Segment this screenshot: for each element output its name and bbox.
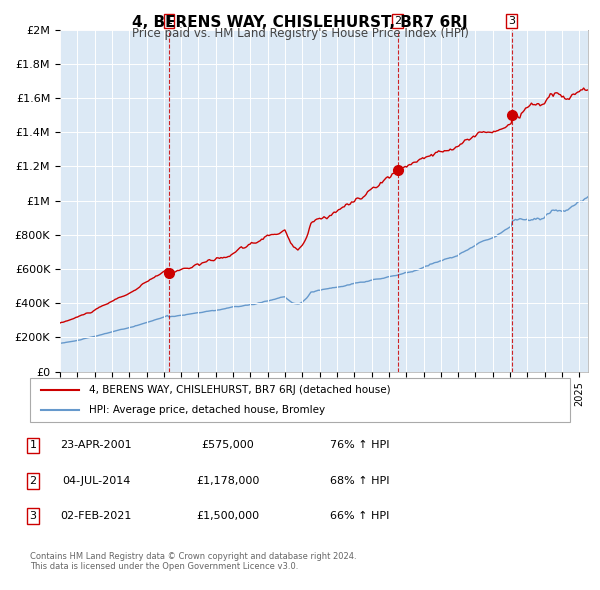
Text: Contains HM Land Registry data © Crown copyright and database right 2024.
This d: Contains HM Land Registry data © Crown c… xyxy=(30,552,356,571)
Text: £1,178,000: £1,178,000 xyxy=(196,476,260,486)
Text: £575,000: £575,000 xyxy=(202,441,254,450)
Text: 76% ↑ HPI: 76% ↑ HPI xyxy=(330,441,390,450)
Text: 1: 1 xyxy=(166,16,173,26)
Text: 2: 2 xyxy=(29,476,37,486)
Text: 66% ↑ HPI: 66% ↑ HPI xyxy=(331,512,389,521)
Text: HPI: Average price, detached house, Bromley: HPI: Average price, detached house, Brom… xyxy=(89,405,326,415)
Text: 4, BERENS WAY, CHISLEHURST, BR7 6RJ (detached house): 4, BERENS WAY, CHISLEHURST, BR7 6RJ (det… xyxy=(89,385,391,395)
Text: 3: 3 xyxy=(508,16,515,26)
Text: 02-FEB-2021: 02-FEB-2021 xyxy=(61,512,131,521)
Text: 68% ↑ HPI: 68% ↑ HPI xyxy=(330,476,390,486)
Text: Price paid vs. HM Land Registry's House Price Index (HPI): Price paid vs. HM Land Registry's House … xyxy=(131,27,469,40)
Text: 3: 3 xyxy=(29,512,37,521)
Text: 1: 1 xyxy=(29,441,37,450)
Text: £1,500,000: £1,500,000 xyxy=(196,512,260,521)
Text: 04-JUL-2014: 04-JUL-2014 xyxy=(62,476,130,486)
Text: 23-APR-2001: 23-APR-2001 xyxy=(60,441,132,450)
Text: 2: 2 xyxy=(394,16,401,26)
Text: 4, BERENS WAY, CHISLEHURST, BR7 6RJ: 4, BERENS WAY, CHISLEHURST, BR7 6RJ xyxy=(132,15,468,30)
